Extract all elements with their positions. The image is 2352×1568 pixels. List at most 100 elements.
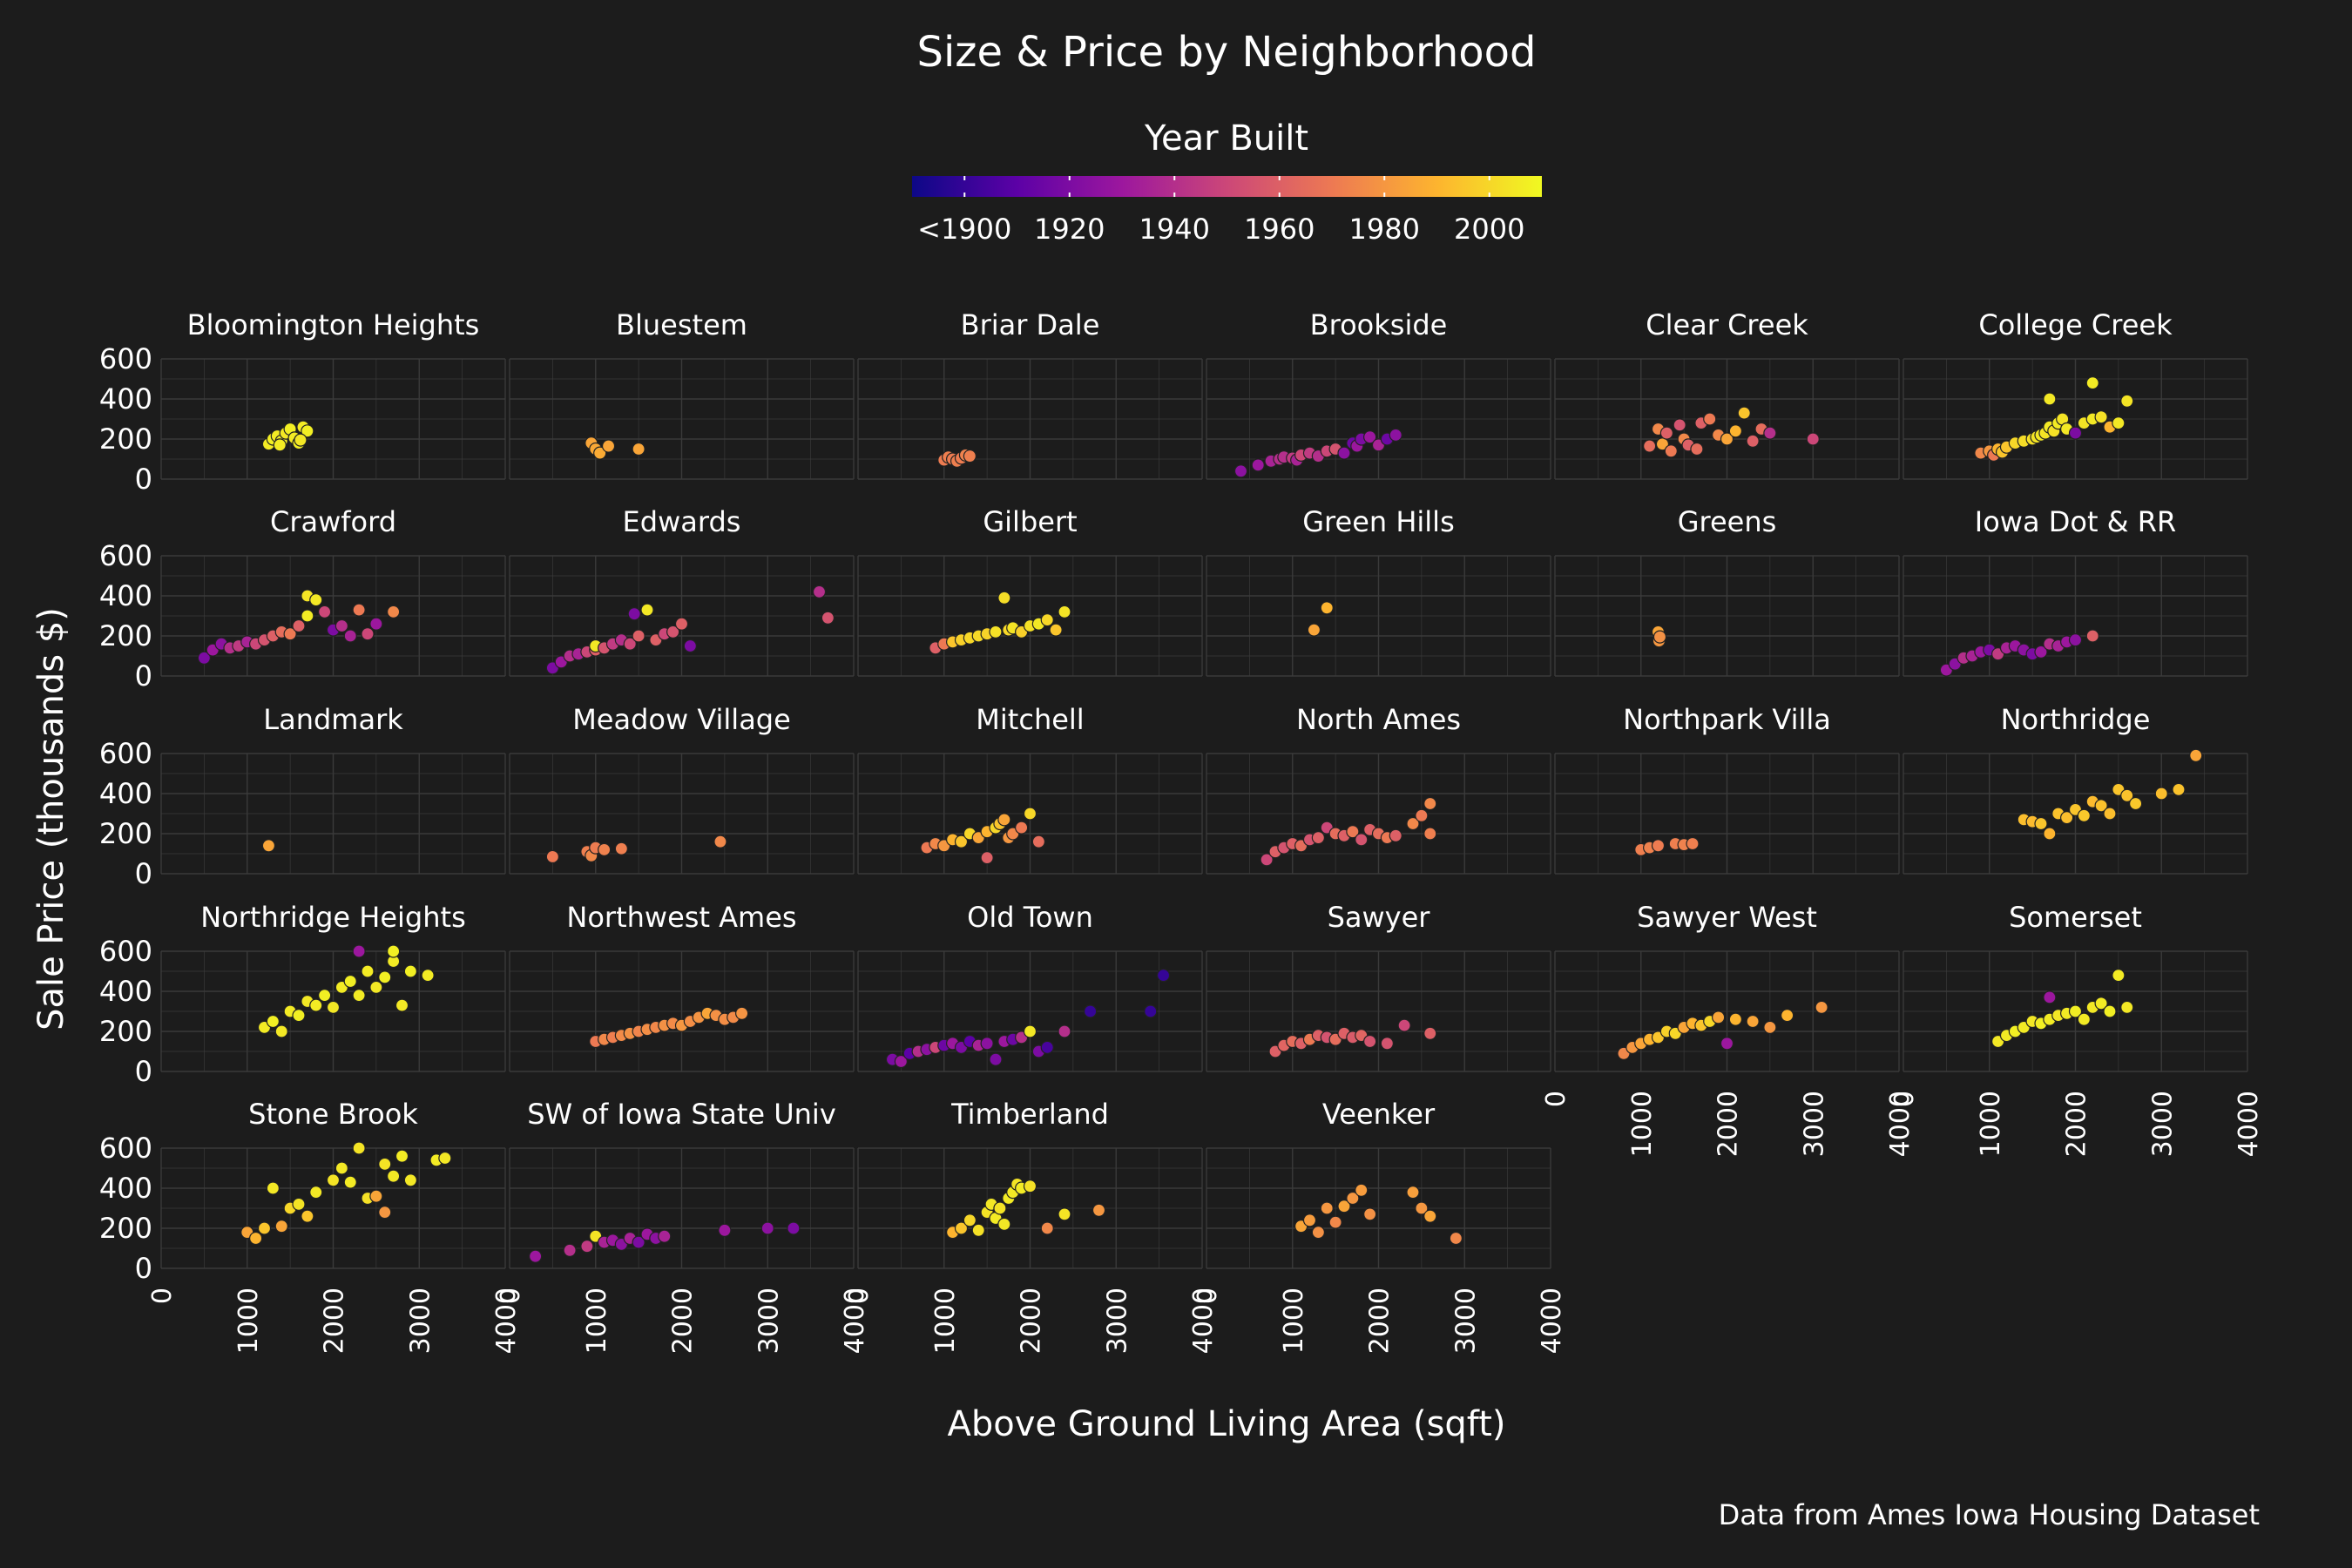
facet-title: Gilbert: [983, 505, 1077, 538]
data-point: [378, 1157, 392, 1172]
facet-title: Veenker: [1322, 1098, 1436, 1131]
facet-title: Northwest Ames: [566, 901, 796, 934]
data-point: [273, 438, 287, 452]
data-point: [1320, 1201, 1334, 1215]
data-point: [343, 974, 357, 989]
data-point: [261, 839, 276, 853]
data-point: [735, 1006, 749, 1020]
data-point: [993, 1201, 1007, 1215]
x-axis-label: Above Ground Living Area (sqft): [948, 1404, 1506, 1444]
data-point: [894, 1054, 908, 1069]
data-point: [352, 988, 366, 1003]
facet-title: Sawyer West: [1637, 901, 1817, 934]
facet-panel: Bloomington Heights 0 200 400 600: [99, 308, 506, 496]
data-point: [1652, 630, 1667, 644]
data-point: [1328, 1215, 1342, 1229]
facet-title: Briar Dale: [961, 308, 1100, 341]
data-point: [1423, 1026, 1437, 1040]
data-point: [2094, 997, 2108, 1010]
x-tick-label: 2000: [1713, 1091, 1744, 1157]
data-point: [2068, 1004, 2083, 1018]
facet-panel: Brookside: [1206, 308, 1551, 480]
data-point: [1346, 1191, 1360, 1206]
facet-title: Sawyer: [1328, 901, 1431, 934]
data-point: [1643, 439, 1657, 453]
data-point: [1320, 601, 1334, 615]
data-point: [1673, 418, 1686, 432]
data-point: [1023, 807, 1037, 821]
y-tick-label: 200: [99, 1015, 152, 1048]
chart-title: Size & Price by Neighborhood: [917, 28, 1537, 77]
data-point: [954, 835, 969, 848]
data-point: [1449, 1231, 1463, 1246]
x-tick-label: 2000: [2062, 1091, 2092, 1157]
data-point: [1084, 1004, 1098, 1018]
x-tick-label: 3000: [1450, 1288, 1481, 1354]
facet-title: Edwards: [623, 505, 741, 538]
data-point: [1397, 1018, 1411, 1032]
data-point: [598, 842, 612, 857]
data-point: [387, 1169, 401, 1183]
data-point: [1058, 1207, 1071, 1221]
data-point: [2103, 807, 2117, 821]
data-point: [2112, 968, 2126, 983]
data-point: [1363, 430, 1377, 444]
x-tick-label: 3000: [1799, 1091, 1829, 1157]
data-point: [1720, 1037, 1734, 1051]
y-tick-label: 400: [99, 382, 152, 416]
data-point: [1260, 853, 1274, 867]
data-point: [623, 637, 637, 651]
data-point: [294, 433, 308, 447]
data-point: [614, 841, 628, 855]
y-tick-label: 600: [99, 1132, 152, 1165]
facet-title: Stone Brook: [248, 1098, 418, 1131]
legend-tick-label: 1940: [1139, 213, 1210, 246]
data-point: [369, 980, 383, 995]
data-point: [1659, 426, 1673, 440]
data-point: [1728, 1012, 1742, 1026]
data-point: [2068, 426, 2083, 440]
data-point: [352, 1141, 366, 1155]
y-tick-label: 600: [99, 342, 152, 375]
y-tick-label: 0: [135, 1055, 152, 1088]
data-point: [2034, 816, 2048, 831]
y-tick-label: 600: [99, 737, 152, 770]
legend-colorbar: [912, 176, 1542, 197]
data-point: [309, 1185, 323, 1200]
x-tick-label: 0: [147, 1288, 178, 1304]
x-tick-label: 4000: [491, 1288, 522, 1354]
data-point: [1728, 424, 1742, 438]
facet-title: Bloomington Heights: [187, 308, 480, 341]
y-tick-label: 400: [99, 777, 152, 810]
data-point: [361, 627, 375, 641]
data-point: [787, 1221, 801, 1235]
data-point: [980, 850, 994, 865]
data-point: [403, 964, 417, 978]
facet-title: Old Town: [967, 901, 1093, 934]
facet-title: Mitchell: [976, 703, 1084, 736]
facet-title: Greens: [1678, 505, 1777, 538]
data-point: [395, 998, 409, 1012]
x-tick-label: 2000: [668, 1288, 699, 1354]
y-tick-label: 600: [99, 935, 152, 968]
facet-title: SW of Iowa State Univ: [527, 1098, 836, 1131]
data-point: [2068, 632, 2083, 647]
data-point: [1040, 612, 1054, 627]
facet-panel: Somerset 0 1000 2000 3000 4000: [1889, 901, 2264, 1157]
data-point: [1049, 623, 1063, 637]
data-point: [640, 603, 654, 617]
data-point: [997, 813, 1011, 827]
facet-panel: Northwest Ames: [509, 901, 855, 1072]
data-point: [1423, 1209, 1437, 1223]
facet-title: Brookside: [1310, 308, 1448, 341]
data-point: [1415, 808, 1429, 822]
data-point: [326, 1000, 341, 1015]
data-point: [627, 607, 641, 621]
data-point: [1040, 1221, 1054, 1235]
data-point: [1406, 1185, 1420, 1200]
data-point: [658, 1229, 672, 1243]
facet-title: Timberland: [950, 1098, 1109, 1131]
data-point: [2043, 392, 2057, 406]
x-tick-label: 1000: [1627, 1091, 1658, 1157]
x-tick-label: 0: [496, 1288, 526, 1304]
